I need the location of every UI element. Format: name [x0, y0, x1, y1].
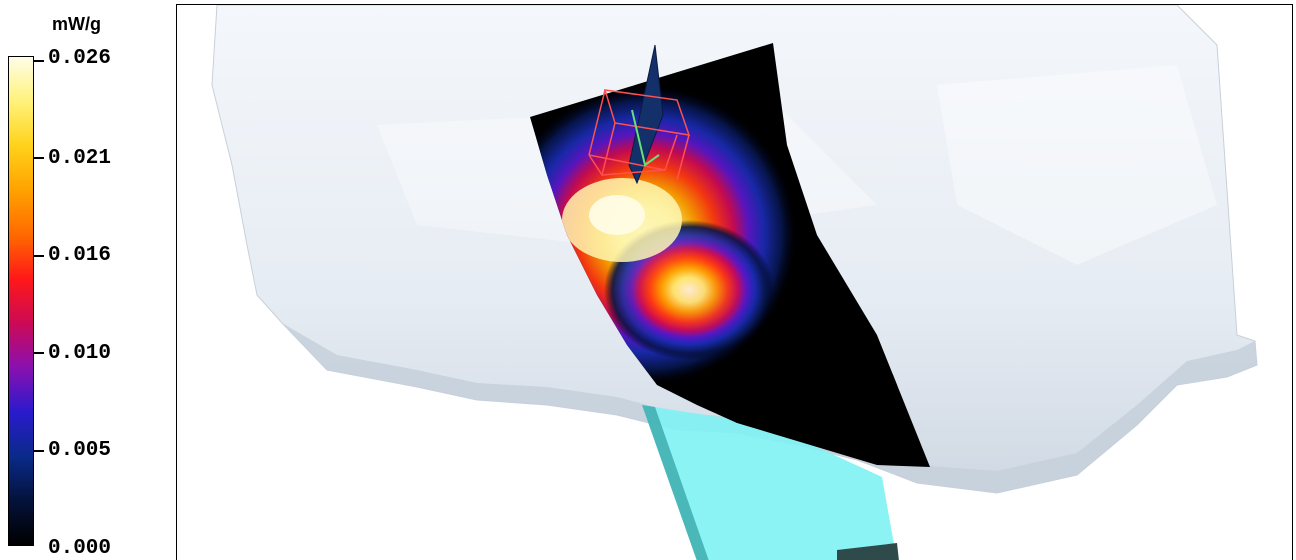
sar-low-zone: [817, 360, 897, 410]
3d-sar-viewport[interactable]: [176, 4, 1293, 560]
sar-scene: [211, 5, 1258, 560]
legend-tick-label: 0.010: [48, 342, 112, 365]
phone-bottom: [837, 543, 899, 560]
probe-axis: [631, 109, 660, 167]
legend-tick-label: 0.005: [48, 439, 112, 462]
legend-tick-label: 0.021: [48, 147, 112, 170]
legend-tick-label-min: 0.000: [48, 537, 112, 560]
phone-body: [642, 405, 897, 560]
legend-tick-mark: [34, 157, 44, 159]
color-scale-legend: mW/g 0.026 0.021 0.016 0.010 0.005 0.000: [0, 0, 176, 560]
legend-tick-label: 0.016: [48, 244, 112, 267]
legend-unit-label: mW/g: [52, 14, 101, 34]
head-facet-highlight: [937, 65, 1217, 265]
sar-hotspot-peak: [589, 195, 645, 235]
dipole-antenna: [628, 44, 664, 185]
legend-tick-mark: [34, 60, 44, 62]
legend-tick-label-max: 0.026: [48, 47, 112, 70]
color-scale-bar: [8, 56, 34, 546]
legend-tick-mark: [34, 352, 44, 354]
phone-edge: [642, 405, 709, 560]
legend-tick-mark: [34, 255, 44, 257]
legend-tick-mark: [34, 450, 44, 452]
probe-cube: [588, 89, 691, 181]
